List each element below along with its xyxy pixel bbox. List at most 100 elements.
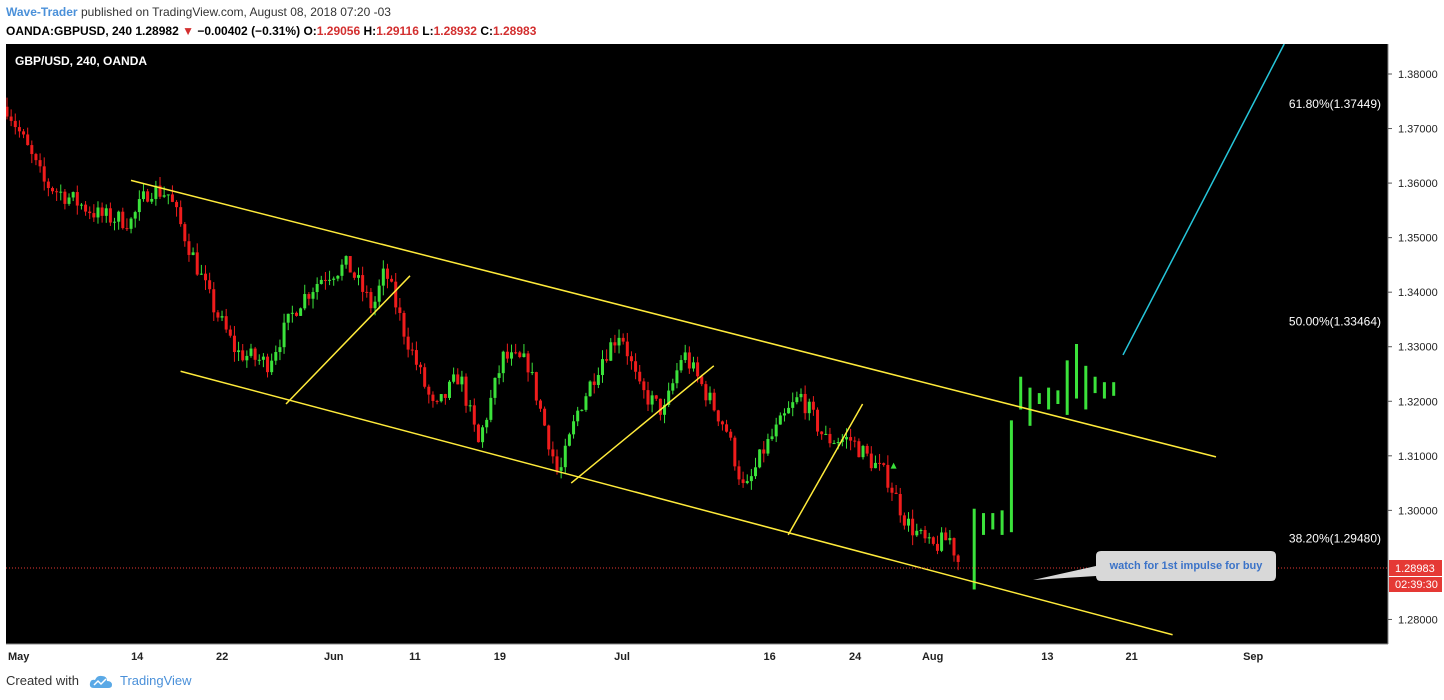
candle-body xyxy=(700,376,704,385)
time-ticks: May 14 22 Jun 11 19 Jul 16 24 Aug 13 21 Sep xyxy=(8,651,1264,663)
candle-body xyxy=(340,264,344,276)
candle-body xyxy=(104,208,108,216)
candle-body xyxy=(146,191,150,202)
candle-body xyxy=(323,279,327,281)
candle-body xyxy=(745,481,749,484)
candle-body xyxy=(530,372,534,374)
callout-bubble[interactable]: watch for 1st impulse for buy xyxy=(1033,551,1276,581)
candle-body xyxy=(299,308,303,316)
projection-bar xyxy=(991,513,995,530)
candle-body xyxy=(216,312,220,318)
candle-body xyxy=(294,312,298,316)
candle-body xyxy=(129,218,133,229)
candle-body xyxy=(518,352,522,358)
trendlines-layer xyxy=(130,43,1285,636)
candle-body xyxy=(336,275,340,279)
candle-body xyxy=(828,433,832,444)
candle-body xyxy=(836,442,840,444)
candle-body xyxy=(315,283,319,293)
price-tick-label: 1.34000 xyxy=(1398,287,1438,299)
candle-body xyxy=(725,424,729,432)
candle-body xyxy=(844,437,848,440)
candle-body xyxy=(162,195,166,197)
candle-body xyxy=(179,207,183,225)
candle-body xyxy=(886,464,890,488)
candle-body xyxy=(203,273,207,281)
projection-bar xyxy=(1028,387,1032,426)
candle-body xyxy=(170,194,174,202)
projection-bar xyxy=(1102,382,1106,399)
time-axis[interactable] xyxy=(6,644,1444,664)
candle-body xyxy=(365,291,369,293)
candle-body xyxy=(712,392,716,411)
candle-body xyxy=(617,337,621,346)
candle-body xyxy=(385,268,389,279)
price-axis[interactable] xyxy=(1388,44,1444,644)
candle-body xyxy=(510,352,514,359)
candle-body xyxy=(824,433,828,435)
candle-body xyxy=(650,395,654,405)
close-value: 1.28983 xyxy=(492,24,537,38)
candle-body xyxy=(237,350,241,353)
candle-body xyxy=(873,462,877,469)
candle-body xyxy=(46,181,50,189)
candle-body xyxy=(931,537,935,544)
candle-body xyxy=(447,381,451,398)
candle-body xyxy=(919,530,923,532)
projection-bar xyxy=(1093,376,1097,394)
last-price: 1.28982 xyxy=(135,24,179,38)
author-link[interactable]: Wave-Trader xyxy=(6,5,78,19)
candle-body xyxy=(956,555,960,562)
chart-legend: GBP/USD, 240, OANDA xyxy=(15,54,147,68)
candle-body xyxy=(948,538,952,541)
high-value: 1.29116 xyxy=(376,24,419,38)
candle-body xyxy=(811,401,815,410)
candle-body xyxy=(907,518,911,526)
fib-labels: 61.80%(1.37449) 50.00%(1.33464) 38.20%(1.2… xyxy=(1289,97,1381,546)
time-tick-label: 24 xyxy=(849,651,862,663)
candle-body xyxy=(88,211,92,214)
candle-body xyxy=(5,106,9,117)
tradingview-link[interactable]: TradingView xyxy=(120,673,192,688)
footer: Created with TradingView xyxy=(6,673,192,689)
candle-body xyxy=(853,440,857,442)
candle-body xyxy=(121,211,125,229)
candle-body xyxy=(869,453,873,469)
trendline-channel-top xyxy=(130,179,1217,458)
price-chart[interactable]: 61.80%(1.37449) 50.00%(1.33464) 38.20%(1.2… xyxy=(5,43,1444,664)
price-tick-label: 1.31000 xyxy=(1398,451,1438,463)
projection-bar xyxy=(1084,365,1088,410)
candle-body xyxy=(894,492,898,494)
candle-body xyxy=(481,427,485,443)
candle-body xyxy=(832,443,836,445)
candle-body xyxy=(547,425,551,450)
candle-body xyxy=(67,197,71,204)
candle-body xyxy=(799,393,803,398)
candle-body xyxy=(555,456,559,471)
signal-marker-icon xyxy=(890,462,897,469)
candle-body xyxy=(683,352,687,361)
candle-body xyxy=(878,462,882,464)
candle-body xyxy=(629,356,633,362)
symbol-label: OANDA:GBPUSD, 240 xyxy=(6,24,133,38)
plot-background xyxy=(6,44,1388,644)
candle-body xyxy=(398,307,402,313)
candle-body xyxy=(485,419,489,428)
candle-body xyxy=(890,487,894,493)
candle-body xyxy=(166,194,170,196)
candle-body xyxy=(687,352,691,369)
candle-body xyxy=(944,532,948,541)
candle-body xyxy=(328,279,332,281)
candle-body xyxy=(675,370,679,384)
candle-body xyxy=(377,285,381,302)
chart-area[interactable]: 61.80%(1.37449) 50.00%(1.33464) 38.20%(1.2… xyxy=(5,43,1444,664)
candle-body xyxy=(902,515,906,526)
candle-body xyxy=(609,342,613,361)
candle-body xyxy=(567,434,571,446)
candle-body xyxy=(923,530,927,539)
candle-body xyxy=(266,356,270,373)
candle-body xyxy=(125,228,129,230)
candle-body xyxy=(857,441,861,458)
candle-body xyxy=(63,191,67,204)
trendline-impulse-2 xyxy=(570,365,715,484)
